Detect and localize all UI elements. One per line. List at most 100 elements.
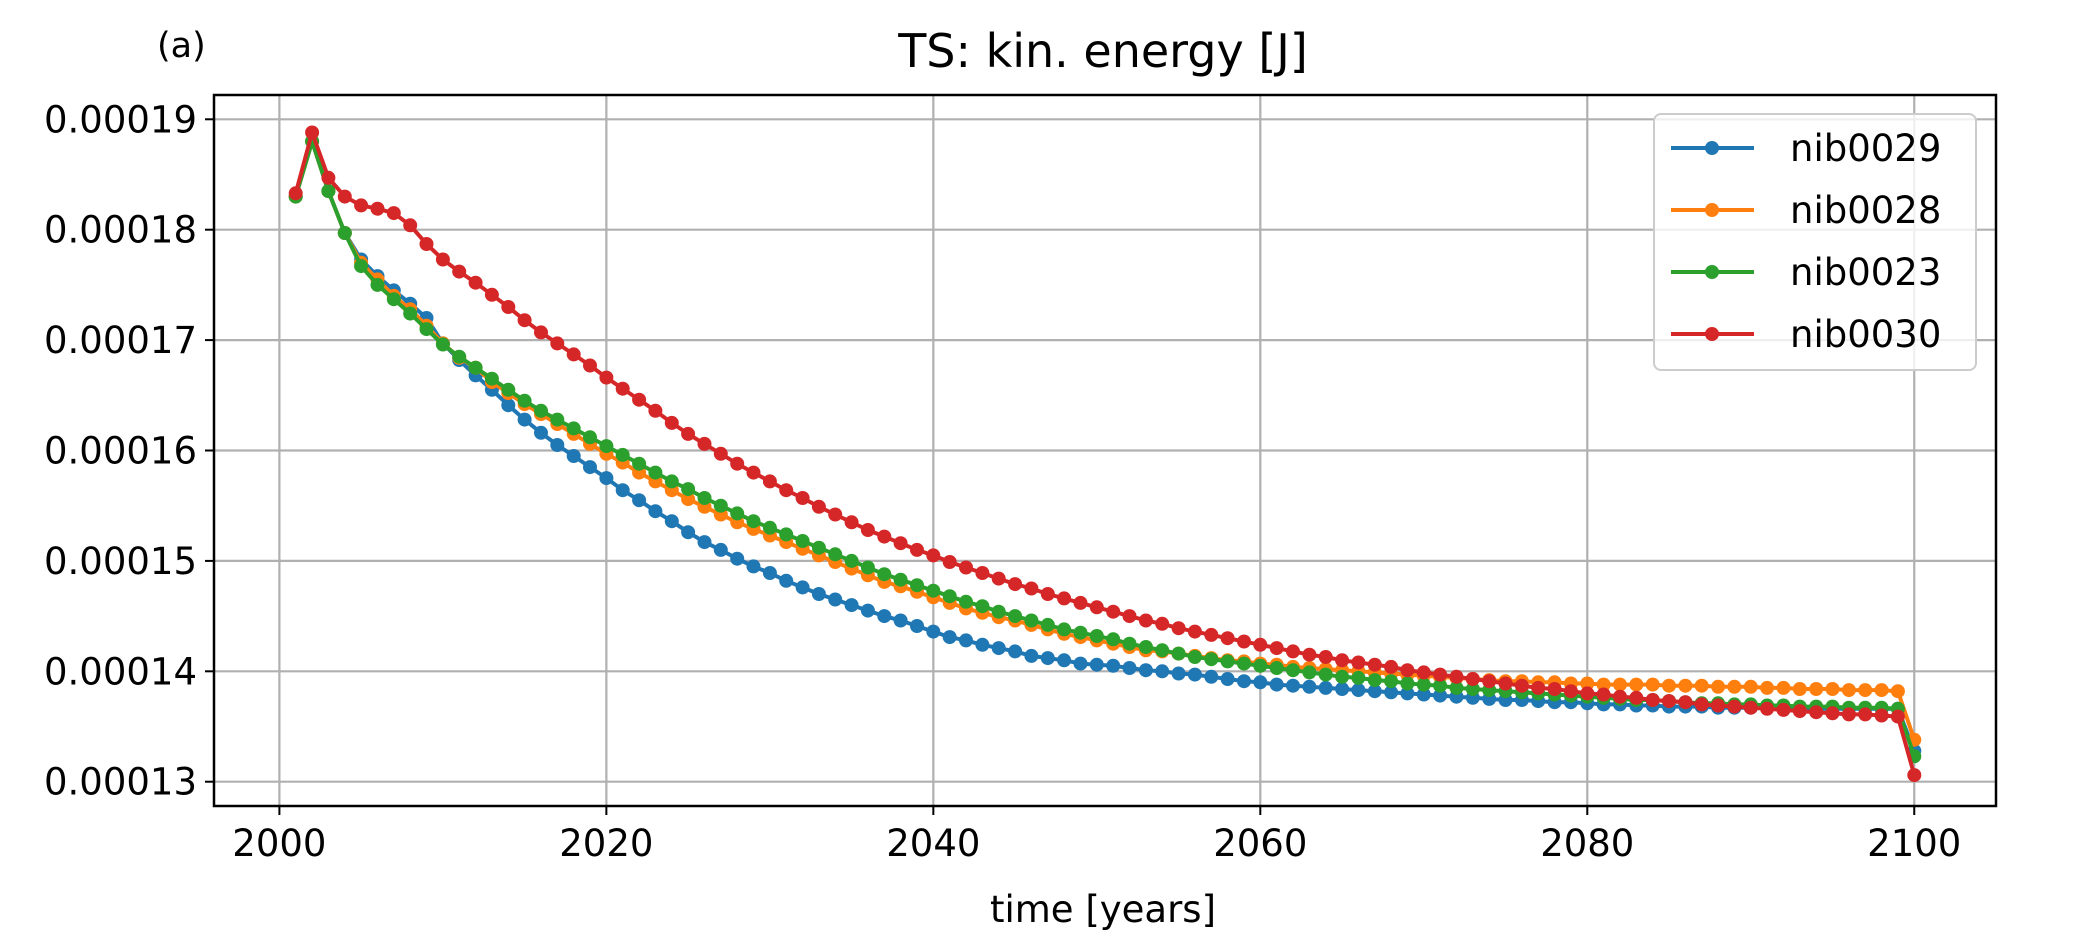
series-nib0030 <box>288 125 1922 783</box>
data-point <box>1858 707 1873 722</box>
data-point <box>468 360 483 375</box>
data-point <box>844 515 859 530</box>
legend-item: nib0028 <box>1671 189 1941 232</box>
legend-frame <box>1653 113 1977 371</box>
data-point <box>1629 677 1644 692</box>
data-point <box>1057 622 1072 637</box>
data-point <box>1809 705 1824 720</box>
data-point <box>599 439 614 454</box>
data-point <box>321 170 336 185</box>
data-point <box>942 555 957 569</box>
data-point <box>860 603 875 618</box>
data-point <box>1220 631 1235 646</box>
data-point <box>419 322 434 337</box>
data-point <box>730 456 745 471</box>
data-point <box>1776 702 1791 717</box>
data-point <box>910 619 924 633</box>
data-point <box>1040 617 1055 632</box>
legend-marker <box>1705 265 1719 279</box>
data-point <box>681 426 696 441</box>
data-point <box>1416 677 1431 692</box>
axis-ticks: 2000 2020 2040 2060 2080 2100 0.00013 0.00014 0.… <box>44 98 1961 865</box>
data-point <box>1613 689 1627 704</box>
data-point <box>501 398 516 413</box>
data-point <box>1400 686 1415 701</box>
data-point <box>1498 676 1513 691</box>
data-point <box>1122 609 1137 624</box>
data-point <box>1890 684 1905 699</box>
data-point <box>1040 587 1055 601</box>
data-point <box>337 189 352 204</box>
data-point <box>1122 661 1137 675</box>
data-point <box>305 125 320 140</box>
data-point <box>844 598 859 613</box>
data-point <box>762 474 777 489</box>
series-layer <box>288 125 1922 783</box>
data-point <box>1269 677 1284 692</box>
x-axis-label: time [years] <box>990 888 1216 931</box>
data-point <box>1678 695 1693 710</box>
data-point <box>1384 659 1399 674</box>
x-tick-label: 2080 <box>1540 822 1634 865</box>
data-point <box>1400 676 1415 691</box>
data-point <box>664 415 679 430</box>
data-point <box>1596 677 1611 692</box>
data-point <box>1089 600 1104 615</box>
data-point <box>1792 682 1807 696</box>
data-point <box>1335 653 1350 668</box>
data-point <box>828 592 843 607</box>
data-point <box>1073 656 1088 671</box>
data-point <box>1286 663 1300 678</box>
data-point <box>1318 680 1333 695</box>
data-point <box>386 292 401 307</box>
data-point <box>959 594 973 609</box>
data-point <box>1400 663 1415 678</box>
data-point <box>1351 683 1366 698</box>
data-point <box>1220 672 1235 686</box>
data-point <box>1024 613 1039 628</box>
data-point <box>1547 682 1562 696</box>
data-point <box>1662 694 1676 709</box>
data-point <box>1580 686 1595 701</box>
data-point <box>1187 624 1202 639</box>
data-point <box>762 520 777 535</box>
data-point <box>1531 680 1546 695</box>
data-point <box>697 491 712 505</box>
data-point <box>632 493 647 508</box>
legend-item: nib0023 <box>1671 251 1941 294</box>
data-point <box>484 287 499 302</box>
data-point <box>1727 679 1742 694</box>
data-point <box>1269 641 1284 656</box>
data-point <box>1465 682 1480 696</box>
data-point <box>681 525 696 540</box>
data-point <box>1792 704 1807 719</box>
data-point <box>354 259 369 274</box>
data-point <box>713 446 728 461</box>
data-point <box>713 542 728 557</box>
legend-marker <box>1705 141 1719 155</box>
data-point <box>1302 647 1317 662</box>
x-tick-label: 2100 <box>1867 822 1961 865</box>
data-point <box>1204 652 1219 667</box>
data-point <box>1694 697 1709 712</box>
data-point <box>991 604 1006 619</box>
panel-label: (a) <box>157 26 206 66</box>
legend-label: nib0028 <box>1790 189 1941 232</box>
data-point <box>844 553 859 568</box>
data-point <box>534 403 548 418</box>
data-point <box>1155 643 1170 658</box>
data-point <box>1008 644 1023 659</box>
data-point <box>1089 657 1104 672</box>
data-point <box>354 198 369 213</box>
data-point <box>811 540 826 555</box>
data-point <box>583 430 597 445</box>
data-point <box>991 571 1006 586</box>
data-point <box>566 421 581 436</box>
data-point <box>1449 680 1464 695</box>
data-point <box>877 529 892 544</box>
y-tick-label: 0.00015 <box>44 540 197 583</box>
series-line <box>293 139 1917 752</box>
data-point <box>1449 669 1464 684</box>
data-point <box>1024 648 1039 663</box>
